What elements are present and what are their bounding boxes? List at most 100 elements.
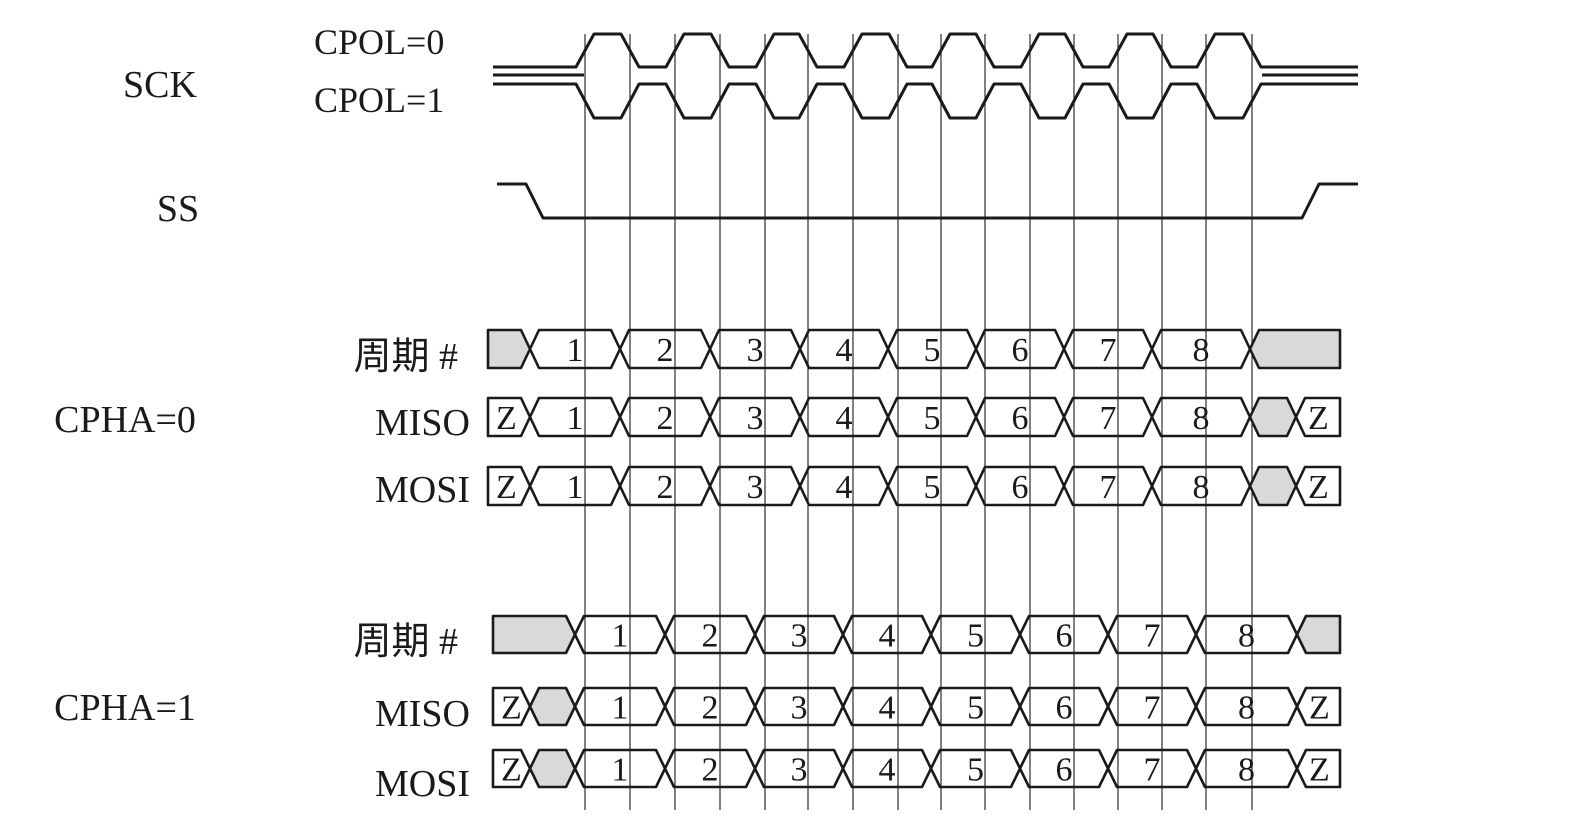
bit-number-label: 1 (612, 752, 629, 789)
cpha1-cycle-row-segment (1106, 614, 1198, 655)
cpha0-mosi-row-segment (886, 465, 978, 507)
bit-number-label: 7 (1144, 752, 1161, 789)
cpha1-cycle-row-segment (491, 614, 577, 655)
cpha0-miso-row-segment (486, 396, 532, 438)
bit-number-label: 4 (836, 332, 853, 369)
cpha1-mosi-label: MOSI (375, 763, 470, 805)
cpha1-label: CPHA=1 (54, 687, 196, 729)
bit-number-label: 8 (1238, 618, 1255, 655)
bit-number-label: 1 (612, 690, 629, 727)
bit-number-label: 3 (747, 332, 764, 369)
bit-number-label: 5 (967, 618, 984, 655)
bit-number-label: 3 (791, 618, 808, 655)
bit-number-label: 8 (1238, 752, 1255, 789)
cpha0-miso-row-segment (1062, 396, 1154, 438)
cpha1-mosi-row-segment (663, 748, 757, 789)
cpha1-miso-row-segment (491, 686, 532, 727)
bit-number-label: 8 (1193, 332, 1210, 369)
cpha1-cycle-row-segment (841, 614, 933, 655)
bit-number-label: 7 (1100, 400, 1117, 437)
cpha1-cycle-row-segment (1018, 614, 1110, 655)
cpha0-cycle-row-segment (1150, 328, 1252, 370)
bit-number-label: 1 (612, 618, 629, 655)
hi-z-label: Z (496, 469, 517, 506)
bit-number-label: 2 (657, 469, 674, 506)
cpha1-mosi-row: Z 1 2 3 4 5 6 7 8 Z (491, 748, 1342, 789)
sck-label: SCK (123, 64, 197, 106)
cpha0-cycle-row: 1 2 3 4 5 6 7 8 (486, 328, 1342, 370)
cpha1-cycle-row-shaded-segment (1297, 616, 1340, 653)
cpha1-cycle-row-shaded-segment (493, 616, 575, 653)
bit-number-label: 4 (879, 690, 896, 727)
cpha0-cycle-row-segment (1248, 328, 1342, 370)
bit-number-label: 2 (702, 752, 719, 789)
cpha1-mosi-row-segment (528, 748, 577, 789)
cpha0-mosi-row-segment (1248, 465, 1298, 507)
bit-number-label: 5 (967, 690, 984, 727)
cpha0-miso-row-segment (886, 396, 978, 438)
hi-z-label: Z (1308, 400, 1329, 437)
hi-z-label: Z (1309, 690, 1330, 727)
bit-number-label: 6 (1012, 400, 1029, 437)
cpha1-mosi-row-segment (1194, 748, 1299, 789)
cpha1-miso-row-segment (528, 686, 577, 727)
cpha1-miso-row-segment (1295, 686, 1342, 727)
sck-cpol1-wave (493, 82, 1358, 120)
cpha0-cycle-row-segment (886, 328, 978, 370)
hi-z-label: Z (496, 400, 517, 437)
bit-number-label: 2 (657, 332, 674, 369)
cpha0-cycle-row-segment (974, 328, 1066, 370)
cpha0-miso-row-segment (1294, 396, 1342, 438)
bit-number-label: 2 (657, 400, 674, 437)
bit-number-label: 3 (747, 400, 764, 437)
cpha0-mosi-row-segment (708, 465, 802, 507)
cpha1-mosi-row-segment (1295, 748, 1342, 789)
cpha0-miso-row-segment (708, 396, 802, 438)
bit-number-label: 4 (836, 400, 853, 437)
cpha0-mosi-row-segment (486, 465, 532, 507)
bit-number-label: 4 (836, 469, 853, 506)
bit-number-label: 1 (567, 469, 584, 506)
cpha1-cycle-row-segment (929, 614, 1022, 655)
cpha1-miso-row-segment (1194, 686, 1299, 727)
bit-number-label: 7 (1100, 469, 1117, 506)
cpha1-miso-row-segment (929, 686, 1022, 727)
cpha1-miso-row-segment (573, 686, 667, 727)
cpha1-miso-row-segment (1106, 686, 1198, 727)
bit-number-label: 7 (1144, 690, 1161, 727)
bit-number-label: 5 (924, 469, 941, 506)
cpha1-mosi-row-shaded-segment (530, 750, 575, 787)
cpol1-label: CPOL=1 (314, 80, 444, 120)
cpha1-cycle-row-segment (753, 614, 845, 655)
cpha0-miso-row-segment (974, 396, 1066, 438)
bit-number-label: 5 (924, 400, 941, 437)
cpha1-cycle-row-segment (1194, 614, 1299, 655)
cpha0-mosi-row-segment (618, 465, 712, 507)
bit-number-label: 5 (924, 332, 941, 369)
cpha0-miso-row-segment (528, 396, 622, 438)
cpha0-cycle-row-segment (528, 328, 622, 370)
cpha0-cycle-label: 周期 # (353, 336, 458, 378)
cpha0-miso-row-segment (1248, 396, 1298, 438)
cpha0-cycle-row-segment (708, 328, 802, 370)
bit-number-label: 3 (747, 469, 764, 506)
cpha0-cycle-row-segment (486, 328, 532, 370)
cpha1-cycle-row-segment (663, 614, 757, 655)
hi-z-label: Z (1309, 752, 1330, 789)
cpha1-cycle-row-segment (573, 614, 667, 655)
bit-number-label: 6 (1012, 469, 1029, 506)
bit-number-label: 3 (791, 752, 808, 789)
cpha1-mosi-row-segment (929, 748, 1022, 789)
cpha0-cycle-row-shaded-segment (488, 330, 530, 368)
cpha0-mosi-row-segment (1294, 465, 1342, 507)
hi-z-label: Z (501, 690, 522, 727)
cpha0-miso-label: MISO (375, 402, 470, 444)
cpha0-cycle-row-segment (1062, 328, 1154, 370)
cpha1-cycle-row-segment (1295, 614, 1342, 655)
cpha0-mosi-row-segment (974, 465, 1066, 507)
cpha0-cycle-row-segment (798, 328, 890, 370)
bit-number-label: 8 (1238, 690, 1255, 727)
cpha1-miso-row-segment (753, 686, 845, 727)
sck-cpol0-wave (493, 32, 1358, 69)
bit-number-label: 7 (1100, 332, 1117, 369)
